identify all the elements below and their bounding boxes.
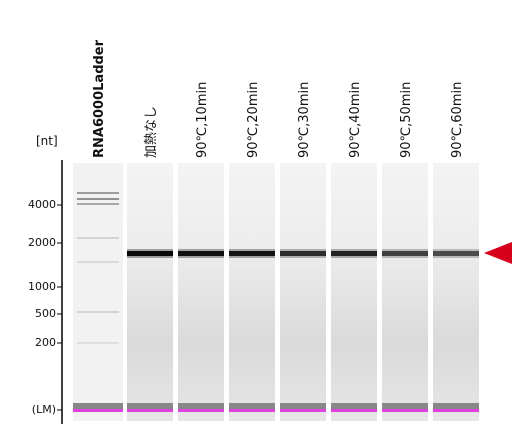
lane-label: 90℃,60min <box>450 82 465 158</box>
lane-label: 90℃,20min <box>246 82 261 158</box>
lane-label: 90℃,40min <box>348 82 363 158</box>
ladder-band <box>77 237 119 239</box>
tick-label: 500 <box>35 307 56 320</box>
lane <box>280 163 326 421</box>
band-arrow <box>484 242 512 264</box>
gel-image: [nt] 4000 2000 1000 500 200 (LM) RNA6000Ladder… <box>0 0 512 427</box>
lane-label: 90℃,50min <box>399 82 414 158</box>
rna-band <box>331 251 377 256</box>
ladder-band <box>77 261 119 263</box>
lm-band <box>280 403 326 409</box>
lane <box>73 163 123 421</box>
page: {"axis": {"unit": "[nt]", "ticks": ["400… <box>0 0 512 427</box>
axis-unit: [nt] <box>36 134 58 148</box>
lm-marker <box>382 409 428 412</box>
lm-band <box>229 403 275 409</box>
lane-label: 加熱なし <box>144 106 159 158</box>
tick-label: 200 <box>35 336 56 349</box>
rna-band <box>127 251 173 256</box>
lm-marker <box>280 409 326 412</box>
ladder-band <box>77 192 119 194</box>
lane-label: 90℃,30min <box>297 82 312 158</box>
tick-label: (LM) <box>32 403 56 416</box>
ladder-band <box>77 342 119 344</box>
lane <box>433 163 479 421</box>
lm-marker <box>229 409 275 412</box>
tick-label: 2000 <box>28 236 56 249</box>
lm-marker <box>331 409 377 412</box>
rna-band <box>229 251 275 256</box>
tick-label: 1000 <box>28 280 56 293</box>
lm-marker <box>73 409 123 412</box>
lm-band <box>178 403 224 409</box>
lm-band <box>331 403 377 409</box>
lane <box>382 163 428 421</box>
ladder-band <box>77 311 119 313</box>
rna-band <box>280 251 326 256</box>
tick-label: 4000 <box>28 198 56 211</box>
lane <box>229 163 275 421</box>
ladder-band <box>77 198 119 200</box>
lm-marker <box>433 409 479 412</box>
lm-band <box>382 403 428 409</box>
lane-label: RNA6000Ladder <box>92 39 107 158</box>
rna-band <box>382 251 428 256</box>
lm-band <box>433 403 479 409</box>
lane-label: 90℃,10min <box>195 82 210 158</box>
lane <box>331 163 377 421</box>
lm-band <box>73 403 123 409</box>
lm-marker <box>178 409 224 412</box>
rna-band <box>178 251 224 256</box>
lane <box>127 163 173 421</box>
rna-band <box>433 251 479 256</box>
ladder-band <box>77 203 119 205</box>
lane <box>178 163 224 421</box>
lm-band <box>127 403 173 409</box>
lm-marker <box>127 409 173 412</box>
